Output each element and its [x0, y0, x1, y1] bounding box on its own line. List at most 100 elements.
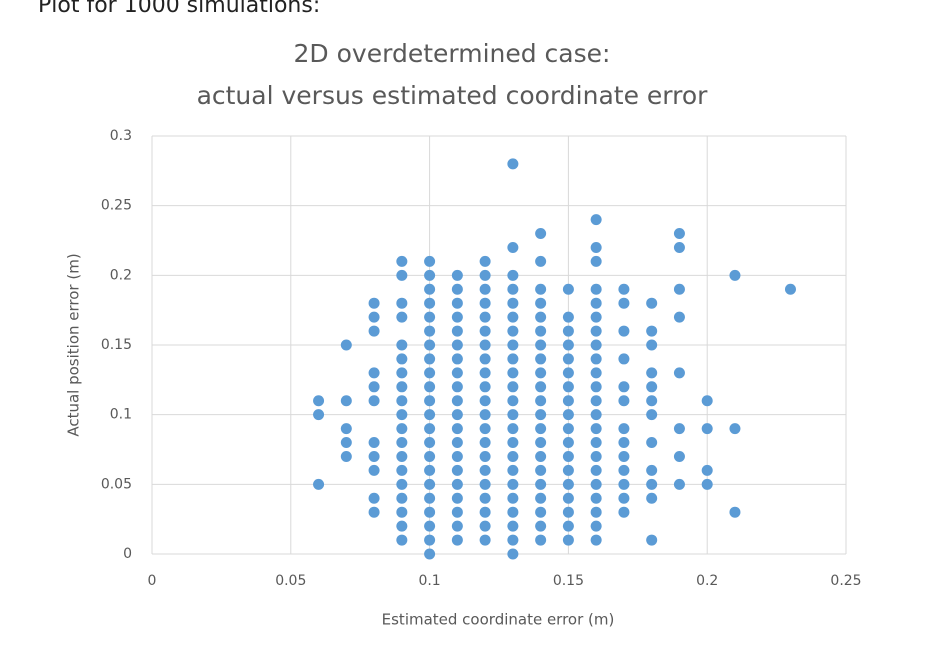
point: [590, 520, 602, 532]
point: [368, 381, 380, 393]
point: [340, 339, 352, 351]
x-tick-label: 0: [148, 573, 157, 589]
point: [507, 492, 519, 504]
point: [396, 381, 408, 393]
point: [340, 450, 352, 462]
point: [479, 437, 491, 449]
point: [424, 450, 436, 462]
point: [646, 325, 658, 337]
point: [590, 214, 602, 226]
point: [479, 283, 491, 295]
point: [535, 325, 547, 337]
point: [562, 534, 574, 546]
point: [451, 367, 463, 379]
point: [701, 478, 713, 490]
y-tick-label: 0.05: [101, 476, 132, 492]
point: [673, 367, 685, 379]
point: [396, 478, 408, 490]
point: [396, 492, 408, 504]
point: [396, 311, 408, 323]
point: [535, 464, 547, 476]
point: [618, 297, 630, 309]
point: [368, 450, 380, 462]
point: [424, 548, 436, 560]
point: [479, 269, 491, 281]
point: [618, 464, 630, 476]
point: [646, 339, 658, 351]
point: [424, 437, 436, 449]
point: [590, 255, 602, 267]
point: [590, 395, 602, 407]
point: [396, 464, 408, 476]
point: [424, 409, 436, 421]
point: [590, 311, 602, 323]
point: [673, 241, 685, 253]
point: [590, 478, 602, 490]
point: [562, 492, 574, 504]
point: [424, 395, 436, 407]
x-tick-label: 0.2: [696, 573, 718, 589]
point: [479, 297, 491, 309]
point: [396, 353, 408, 365]
point: [424, 255, 436, 267]
point: [396, 409, 408, 421]
point: [507, 325, 519, 337]
point: [535, 520, 547, 532]
point: [479, 506, 491, 518]
point: [618, 423, 630, 435]
point: [313, 478, 325, 490]
y-tick-label: 0.3: [110, 128, 132, 144]
y-tick-label: 0.15: [101, 337, 132, 353]
point: [479, 395, 491, 407]
point: [507, 464, 519, 476]
point: [784, 283, 796, 295]
point: [673, 450, 685, 462]
point: [479, 450, 491, 462]
point: [507, 158, 519, 170]
point: [451, 478, 463, 490]
point: [479, 464, 491, 476]
point: [618, 506, 630, 518]
point: [340, 437, 352, 449]
point: [396, 506, 408, 518]
point: [479, 353, 491, 365]
point: [590, 423, 602, 435]
point: [451, 450, 463, 462]
point: [507, 423, 519, 435]
point: [701, 423, 713, 435]
x-tick-label: 0.1: [418, 573, 440, 589]
point: [507, 450, 519, 462]
point: [590, 437, 602, 449]
point: [535, 492, 547, 504]
point: [368, 506, 380, 518]
point: [729, 506, 741, 518]
point: [535, 311, 547, 323]
point: [479, 381, 491, 393]
point: [396, 520, 408, 532]
point: [562, 325, 574, 337]
point: [424, 520, 436, 532]
point: [535, 478, 547, 490]
point: [479, 478, 491, 490]
point: [535, 367, 547, 379]
point: [479, 325, 491, 337]
point: [451, 311, 463, 323]
point: [368, 395, 380, 407]
point: [424, 283, 436, 295]
point: [424, 478, 436, 490]
point: [507, 534, 519, 546]
point: [562, 353, 574, 365]
y-tick-label: 0.25: [101, 198, 132, 214]
point: [618, 381, 630, 393]
point: [729, 423, 741, 435]
points: [313, 158, 796, 560]
x-axis-title: Estimated coordinate error (m): [382, 611, 615, 629]
point: [729, 269, 741, 281]
point: [451, 464, 463, 476]
point: [562, 283, 574, 295]
caption: Plot for 1000 simulations:: [38, 0, 320, 18]
point: [507, 395, 519, 407]
point: [479, 311, 491, 323]
point: [396, 395, 408, 407]
point: [451, 534, 463, 546]
